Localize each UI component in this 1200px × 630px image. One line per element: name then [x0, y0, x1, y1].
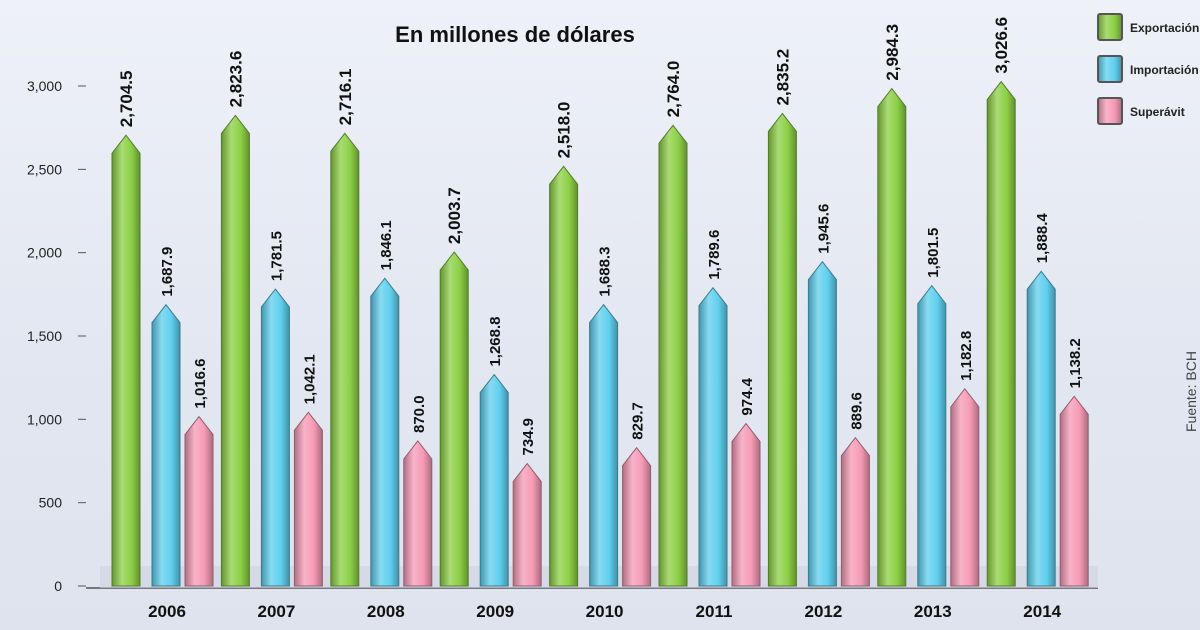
bar-exportación: [658, 124, 688, 587]
data-label: 1,182.8: [958, 331, 975, 381]
data-label: 1,688.3: [597, 247, 614, 297]
chart-title: En millones de dólares: [395, 22, 635, 47]
data-label: 1,687.9: [159, 247, 176, 297]
data-label: 2,003.7: [445, 187, 464, 244]
data-label: 1,016.6: [192, 359, 209, 409]
bar-superávit: [731, 422, 761, 587]
legend-label: Importación: [1130, 63, 1199, 77]
bar-superávit: [403, 440, 433, 587]
bar-superávit: [512, 462, 542, 587]
data-label: 1,138.2: [1067, 338, 1084, 388]
bar-exportación: [220, 114, 250, 587]
legend-label: Superávit: [1130, 105, 1185, 119]
legend: Exportación Importación Superávit: [1097, 13, 1199, 125]
bar-exportación: [877, 87, 907, 587]
data-label: 1,042.1: [301, 354, 318, 404]
y-tick-label: 500: [39, 495, 63, 511]
bar-superávit: [950, 388, 980, 587]
data-label: 1,268.8: [487, 316, 504, 366]
data-label: 2,823.6: [226, 51, 245, 108]
legend-swatch-importación: [1097, 55, 1123, 83]
bar-importación: [698, 286, 728, 587]
data-label: 974.4: [739, 377, 756, 415]
bar-superávit: [293, 411, 323, 587]
category-label: 2014: [1023, 602, 1061, 621]
x-axis: 2006 2007 2008 2009 2010 2011 2012 2013 2014: [148, 602, 1062, 621]
legend-swatch-superávit: [1097, 97, 1123, 125]
category-label: 2007: [257, 602, 295, 621]
bar-importación: [589, 303, 619, 587]
data-label: 829.7: [630, 402, 647, 440]
data-label: 2,835.2: [773, 49, 792, 106]
bar-exportación: [767, 112, 797, 587]
y-tick-label: 1,000: [27, 411, 62, 427]
legend-label: Exportación: [1130, 21, 1199, 35]
y-tick-label: 2,500: [27, 161, 62, 177]
bar-superávit: [622, 446, 652, 587]
category-label: 2006: [148, 602, 186, 621]
bar-exportación: [330, 132, 360, 587]
category-label: 2012: [804, 602, 842, 621]
data-labels: 2,704.5 1,687.9 1,016.6 2,823.6 1,781.5 1,042…: [117, 17, 1084, 456]
bar-exportación: [549, 165, 579, 587]
bar-importación: [151, 303, 181, 587]
data-label: 2,518.0: [555, 102, 574, 159]
source-note: Fuente: BCH: [1183, 351, 1199, 432]
data-label: 889.6: [848, 392, 865, 430]
data-label: 734.9: [520, 418, 537, 456]
bar-superávit: [1059, 395, 1089, 587]
data-label: 1,781.5: [268, 231, 285, 281]
category-label: 2011: [696, 602, 733, 621]
data-label: 870.0: [411, 395, 428, 433]
category-label: 2008: [367, 602, 405, 621]
y-tick-label: 0: [54, 578, 62, 594]
bar-importación: [917, 284, 947, 587]
bar-importación: [260, 288, 290, 587]
y-tick-label: 3,000: [27, 78, 62, 94]
bar-superávit: [840, 436, 870, 587]
bars: [111, 80, 1089, 587]
legend-swatch-exportación: [1097, 13, 1123, 41]
data-label: 2,704.5: [117, 71, 136, 128]
data-label: 3,026.6: [992, 17, 1011, 74]
bar-exportación: [111, 134, 141, 587]
category-label: 2013: [914, 602, 952, 621]
bar-importación: [807, 260, 837, 587]
data-label: 2,716.1: [336, 69, 355, 126]
bar-importación: [370, 277, 400, 587]
y-tick-label: 1,500: [27, 328, 62, 344]
data-label: 1,789.6: [706, 230, 723, 280]
category-label: 2010: [586, 602, 624, 621]
data-label: 1,846.1: [378, 220, 395, 270]
bar-superávit: [184, 415, 214, 587]
data-label: 2,984.3: [883, 24, 902, 81]
bar-exportación: [439, 251, 469, 587]
y-tick-label: 2,000: [27, 245, 62, 261]
category-label: 2009: [476, 602, 514, 621]
bar-exportación: [986, 80, 1016, 587]
data-label: 1,945.6: [815, 204, 832, 254]
data-label: 1,801.5: [925, 228, 942, 278]
bar-importación: [479, 373, 509, 587]
data-label: 1,888.4: [1034, 213, 1051, 264]
data-label: 2,764.0: [664, 61, 683, 118]
bar-importación: [1026, 270, 1056, 587]
